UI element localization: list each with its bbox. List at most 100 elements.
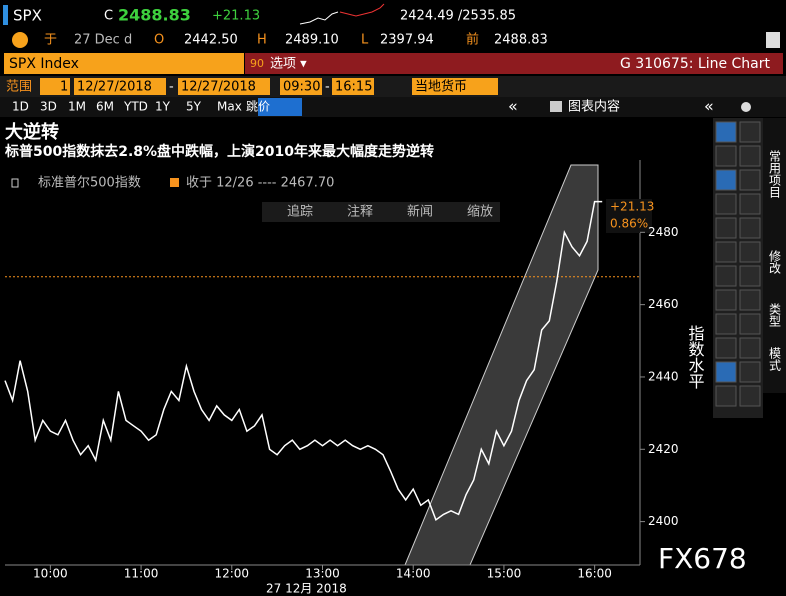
- x-tick-label: 10:00: [33, 567, 68, 581]
- function-bar: [613, 53, 783, 74]
- start-date: 12/27/2018: [77, 80, 152, 95]
- period-selected: [258, 98, 302, 116]
- tool-button[interactable]: [715, 241, 737, 263]
- y-tick-label: 2420: [648, 442, 679, 456]
- y-tick-label: 2440: [648, 369, 679, 383]
- collapse[interactable]: «: [704, 97, 714, 116]
- period-button[interactable]: 3D: [40, 100, 57, 114]
- legend-label: 收于 12/26 ---- 2467.70: [186, 176, 334, 191]
- security: SPX Index: [9, 56, 79, 72]
- menu: 选项 ▾: [270, 57, 307, 72]
- currency: 当地货币: [415, 79, 467, 95]
- exchange: 于: [44, 33, 57, 48]
- tool-button[interactable]: [739, 169, 761, 191]
- chart-button[interactable]: 新闻: [407, 204, 433, 220]
- period-button[interactable]: 6M: [96, 100, 114, 114]
- side-tab[interactable]: 修改: [768, 249, 782, 275]
- side-tab[interactable]: 模式: [768, 347, 782, 371]
- sparkline: [339, 3, 385, 17]
- y-tick-label: 2400: [648, 514, 679, 528]
- collapse[interactable]: «: [508, 97, 518, 116]
- tool-button[interactable]: [715, 193, 737, 215]
- tool-button[interactable]: [715, 121, 737, 143]
- tool-button[interactable]: [739, 313, 761, 335]
- date: 27 Dec d: [74, 33, 132, 48]
- chart-button[interactable]: 追踪: [287, 204, 313, 220]
- function: G 310675: Line Chart: [620, 56, 771, 72]
- tool-button[interactable]: [739, 217, 761, 239]
- tool-button[interactable]: [715, 169, 737, 191]
- ticker-marker: [3, 5, 8, 25]
- input[interactable]: [40, 78, 70, 95]
- period-button[interactable]: Max: [217, 100, 242, 114]
- period-button[interactable]: 1Y: [155, 100, 171, 114]
- dash: -: [325, 80, 330, 95]
- y-tick-label: 2460: [648, 297, 679, 311]
- tool-button[interactable]: [715, 361, 737, 383]
- currency-select[interactable]: [412, 78, 498, 95]
- tool-button[interactable]: [739, 337, 761, 359]
- tool-button[interactable]: [739, 145, 761, 167]
- tool-button[interactable]: [715, 337, 737, 359]
- h-label: H: [257, 33, 267, 48]
- x-tick-label: 12:00: [214, 567, 249, 581]
- sparkline: [299, 11, 339, 25]
- x-tick-label: 14:00: [396, 567, 431, 581]
- tool-button[interactable]: [715, 289, 737, 311]
- watermark: FX678: [658, 542, 747, 575]
- menu-icon: [550, 101, 562, 112]
- legend-swatch: [170, 178, 179, 187]
- x-tick-label: 13:00: [305, 567, 340, 581]
- chart-button[interactable]: 缩放: [467, 204, 493, 220]
- range-label: 范围: [6, 80, 32, 95]
- tool-button[interactable]: [739, 289, 761, 311]
- input[interactable]: [178, 78, 270, 95]
- last-price: 2488.83: [118, 6, 191, 25]
- end-time: 16:15: [335, 80, 372, 95]
- o-label: O: [154, 33, 164, 48]
- menu-bar[interactable]: [245, 53, 613, 74]
- open: 2442.50: [184, 33, 238, 48]
- tool-button[interactable]: [715, 265, 737, 287]
- prev-label: 前: [466, 32, 479, 48]
- ticker: SPX: [13, 7, 42, 25]
- tool-button[interactable]: [715, 217, 737, 239]
- change: +21.13: [212, 9, 260, 24]
- chart-button[interactable]: 注释: [347, 205, 373, 220]
- tool-button[interactable]: [715, 385, 737, 407]
- dash: -: [169, 80, 174, 95]
- pct-label: 0.86%: [610, 217, 648, 231]
- period-button[interactable]: 跳价: [246, 100, 270, 114]
- low: 2397.94: [380, 33, 434, 48]
- chart-subtitle: 标普500指数抹去2.8%盘中跌幅，上演2010年来最大幅度走势逆转: [4, 143, 434, 160]
- tool-button[interactable]: [739, 361, 761, 383]
- change-box: [606, 199, 652, 233]
- start-time: 09:30: [283, 80, 320, 95]
- tool-button[interactable]: [715, 313, 737, 335]
- l-label: L: [361, 33, 369, 48]
- tool-button[interactable]: [739, 193, 761, 215]
- side-tab[interactable]: 类型: [768, 303, 782, 327]
- x-tick-label: 15:00: [487, 567, 522, 581]
- settings-icon[interactable]: [741, 102, 751, 112]
- tool-button[interactable]: [739, 241, 761, 263]
- chart-buttons: [262, 202, 500, 222]
- period-button[interactable]: 1M: [68, 100, 86, 114]
- period-button[interactable]: 5Y: [186, 100, 202, 114]
- tool-button[interactable]: [715, 145, 737, 167]
- export-icon[interactable]: [766, 32, 780, 48]
- price-line: [4, 200, 603, 521]
- period-button[interactable]: 1D: [12, 100, 29, 114]
- input[interactable]: [74, 78, 166, 95]
- security-input[interactable]: [4, 53, 244, 74]
- tool-button[interactable]: [739, 385, 761, 407]
- chart-menu[interactable]: 图表内容: [568, 99, 620, 115]
- period-button[interactable]: YTD: [123, 100, 148, 114]
- side-tab[interactable]: 常用项目: [768, 150, 782, 198]
- input[interactable]: [332, 78, 374, 95]
- tool-button[interactable]: [739, 121, 761, 143]
- input[interactable]: [280, 78, 322, 95]
- end-date: 12/27/2018: [181, 80, 256, 95]
- tool-button[interactable]: [739, 265, 761, 287]
